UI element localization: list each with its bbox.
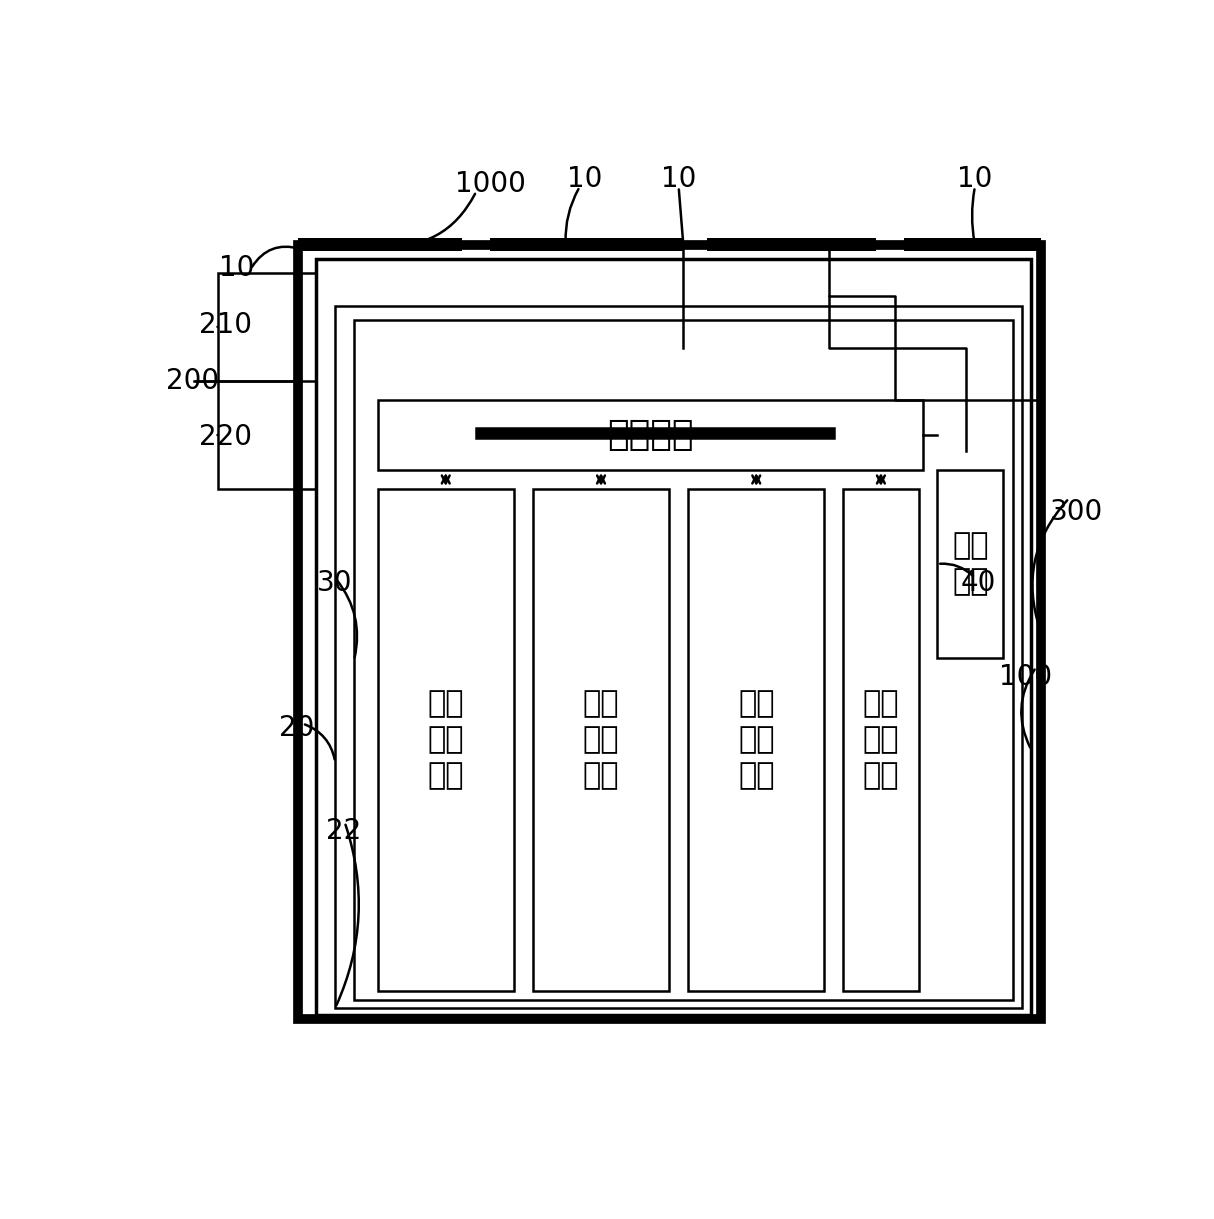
Text: 10: 10 [958, 165, 993, 193]
Bar [688, 489, 824, 991]
Bar [533, 489, 669, 991]
Text: 射频
前端
模块: 射频 前端 模块 [427, 690, 464, 790]
Bar [297, 245, 1040, 1019]
Bar [354, 319, 1012, 1001]
Text: 100: 100 [999, 663, 1051, 691]
Text: 40: 40 [961, 569, 997, 597]
Text: 10: 10 [660, 165, 697, 193]
Text: 1000: 1000 [455, 169, 526, 197]
Bar [378, 400, 924, 471]
Bar [335, 306, 1022, 1008]
Text: 200: 200 [166, 367, 219, 395]
Text: 30: 30 [317, 569, 352, 597]
Text: 20: 20 [279, 714, 314, 742]
Bar [217, 273, 297, 380]
Bar [297, 238, 463, 251]
Bar [707, 238, 877, 251]
Text: 10: 10 [219, 255, 254, 283]
Bar [317, 258, 1032, 1014]
Text: 射频
前端
模块: 射频 前端 模块 [738, 690, 775, 790]
Bar [937, 471, 1003, 658]
Text: 10: 10 [567, 165, 602, 193]
Text: 射频
前端
模块: 射频 前端 模块 [583, 690, 619, 790]
Bar [490, 238, 683, 251]
Bar [904, 238, 1040, 251]
Text: 选通模块: 选通模块 [607, 418, 693, 452]
Text: 300: 300 [1050, 499, 1104, 527]
Text: 射频
前端
模块: 射频 前端 模块 [863, 690, 900, 790]
Bar [844, 489, 919, 991]
Text: 210: 210 [199, 311, 251, 339]
Bar [217, 380, 297, 489]
Text: 22: 22 [325, 818, 361, 846]
Text: 控制
模块: 控制 模块 [952, 531, 988, 596]
Bar [378, 489, 514, 991]
Text: 220: 220 [199, 423, 251, 451]
